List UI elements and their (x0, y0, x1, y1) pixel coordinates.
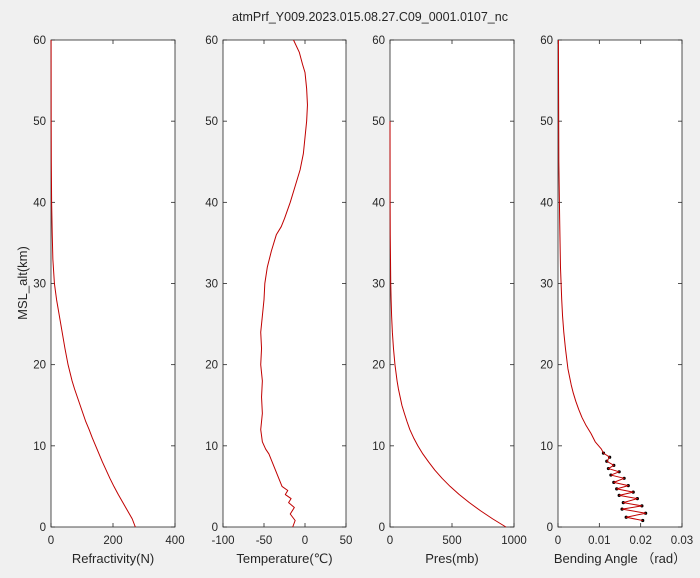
y-tick-label: 50 (205, 116, 218, 128)
y-tick-label: 50 (33, 116, 46, 128)
y-tick-label: 60 (540, 35, 553, 47)
y-axis-label: MSL_alt(km) (15, 246, 30, 320)
x-tick-label: -50 (256, 535, 273, 547)
y-tick-label: 20 (33, 360, 46, 372)
x-tick-label: 400 (165, 535, 184, 547)
x-tick-label: 50 (340, 535, 353, 547)
y-tick-label: 20 (540, 360, 553, 372)
x-tick-label: 0.02 (629, 535, 651, 547)
y-tick-label: 10 (372, 441, 385, 453)
x-axis-label: Refractivity(N) (72, 551, 154, 566)
y-tick-label: 40 (372, 197, 385, 209)
plot-area (557, 39, 683, 528)
subplot-2: 0 10 20 30 40 50 60 -100 -50 0 50 Temperature(℃) (205, 35, 352, 566)
plot-area (389, 39, 515, 528)
y-tick-label: 60 (205, 35, 218, 47)
x-axis-label: Pres(mb) (425, 551, 478, 566)
x-tick-label: 0 (302, 535, 308, 547)
x-tick-label: 0 (48, 535, 54, 547)
y-tick-label: 10 (540, 441, 553, 453)
x-tick-label: 200 (103, 535, 122, 547)
y-tick-label: 30 (205, 279, 218, 291)
y-tick-label: 0 (212, 522, 218, 534)
x-axis-label: Temperature(℃) (236, 551, 332, 566)
x-tick-label: 500 (442, 535, 461, 547)
x-axis-label: Bending Angle （rad） (554, 551, 686, 566)
x-tick-label: 1000 (501, 535, 527, 547)
x-tick-label: -100 (211, 535, 234, 547)
y-tick-label: 40 (205, 197, 218, 209)
y-tick-label: 0 (547, 522, 553, 534)
series-line-1 (50, 39, 136, 528)
subplot-3: 0 10 20 30 40 50 60 0 500 1000 Pres(mb) (372, 35, 527, 566)
y-tick-label: 20 (205, 360, 218, 372)
y-tick-label: 20 (372, 360, 385, 372)
x-tick-label: 0.03 (671, 535, 693, 547)
y-tick-label: 30 (540, 279, 553, 291)
subplot-1: 0 10 20 30 40 50 60 0 200 400 Refractivity(N) (33, 35, 184, 566)
series-line-1 (260, 39, 308, 528)
x-tick-label: 0.01 (588, 535, 610, 547)
y-tick-label: 40 (540, 197, 553, 209)
y-tick-label: 40 (33, 197, 46, 209)
x-tick-label: 0 (387, 535, 393, 547)
data-point (641, 518, 645, 523)
series-line-1 (557, 39, 647, 522)
y-tick-label: 60 (372, 35, 385, 47)
figure-title: atmPrf_Y009.2023.015.08.27.C09_0001.0107… (232, 10, 508, 24)
plot-area (50, 39, 176, 528)
y-tick-label: 0 (379, 522, 385, 534)
y-tick-label: 50 (372, 116, 385, 128)
y-tick-label: 60 (33, 35, 46, 47)
series-line-1 (389, 121, 507, 528)
y-tick-label: 0 (40, 522, 46, 534)
subplot-4: 0 10 20 30 40 50 60 0 0.01 0.02 0.03 Bending Angle … (540, 35, 693, 566)
y-tick-label: 30 (372, 279, 385, 291)
y-tick-label: 10 (205, 441, 218, 453)
y-tick-label: 30 (33, 279, 46, 291)
y-tick-label: 10 (33, 441, 46, 453)
plot-area (222, 39, 347, 528)
y-tick-label: 50 (540, 116, 553, 128)
x-tick-label: 0 (555, 535, 561, 547)
